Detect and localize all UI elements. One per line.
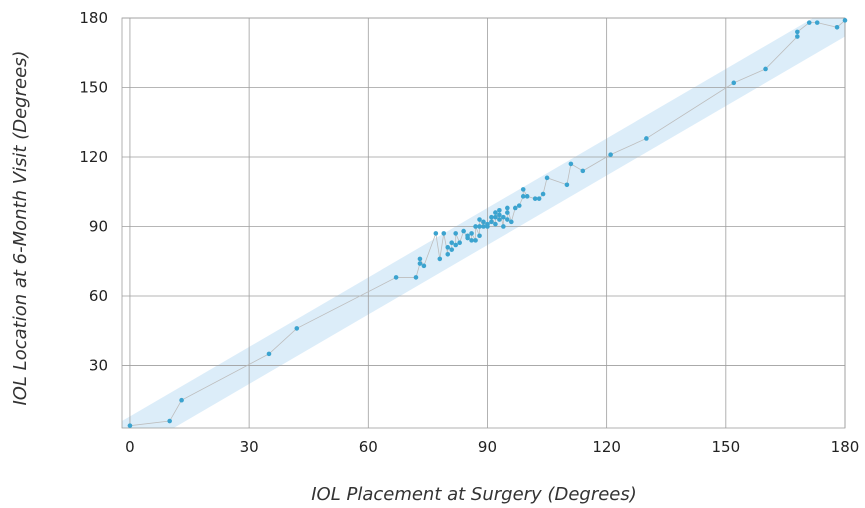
data-point [465, 233, 470, 239]
data-point [536, 196, 542, 201]
y-axis-ticks: 30 60 90 120 150 180 [79, 9, 108, 374]
data-point [417, 256, 423, 262]
data-point [441, 231, 447, 236]
y-tick-label: 30 [89, 356, 108, 374]
data-point [795, 29, 800, 35]
data-point [501, 224, 506, 229]
data-point [477, 233, 482, 239]
x-axis-ticks: 0 30 60 90 120 150 180 [125, 438, 859, 456]
data-point [473, 224, 478, 229]
data-point [493, 214, 498, 220]
data-point [814, 20, 820, 25]
data-point [520, 194, 526, 199]
data-point [568, 161, 574, 167]
data-point [493, 210, 498, 215]
connector-line [129, 20, 846, 427]
data-point [497, 217, 502, 222]
tolerance-band-area [122, 18, 845, 428]
x-tick-label: 120 [592, 438, 621, 456]
data-point [524, 194, 530, 199]
data-point [516, 203, 522, 208]
data-point [540, 191, 546, 197]
data-point [433, 231, 439, 236]
data-point [421, 263, 427, 269]
x-axis-title: IOL Placement at Surgery (Degrees) [311, 484, 637, 505]
data-point [473, 238, 478, 243]
y-tick-label: 150 [79, 78, 108, 96]
data-point [167, 418, 172, 424]
data-point [834, 24, 840, 30]
x-tick-label: 0 [125, 438, 135, 456]
x-tick-label: 150 [712, 438, 741, 456]
data-point [580, 168, 586, 174]
data-point [445, 251, 451, 257]
data-point [489, 214, 494, 220]
grid [121, 17, 846, 429]
data-point [453, 242, 458, 248]
x-tick-label: 90 [478, 438, 497, 456]
data-point [505, 205, 510, 211]
y-tick-label: 60 [89, 287, 108, 305]
data-point [179, 397, 184, 403]
data-point [437, 256, 443, 262]
y-tick-label: 90 [89, 217, 108, 235]
data-point [501, 214, 506, 220]
tolerance-band [122, 18, 845, 428]
data-point [457, 240, 462, 245]
data-point [842, 18, 848, 23]
data-point [489, 219, 494, 225]
data-point [509, 219, 514, 225]
data-point [532, 196, 538, 201]
x-tick-label: 180 [831, 438, 860, 456]
data-point [485, 221, 490, 227]
data-point [469, 231, 474, 236]
data-point [449, 240, 455, 245]
data-points [127, 18, 848, 428]
x-tick-label: 30 [240, 438, 259, 456]
data-point [266, 351, 272, 357]
data-point [477, 224, 482, 229]
data-point [477, 217, 482, 222]
data-point [445, 245, 451, 250]
data-point [453, 231, 458, 236]
data-point [393, 275, 399, 280]
data-point [481, 224, 486, 229]
data-point [512, 205, 518, 211]
data-point [127, 423, 133, 428]
data-point [417, 261, 423, 266]
data-point [564, 182, 570, 188]
data-point [505, 210, 510, 215]
data-point [449, 247, 455, 252]
data-point [731, 80, 737, 86]
data-point [469, 238, 474, 243]
data-point [497, 207, 502, 213]
data-point [795, 34, 800, 39]
data-point [493, 221, 498, 227]
plot-frame [121, 17, 846, 429]
data-point [763, 66, 768, 72]
data-point [497, 212, 502, 218]
connector-lines [129, 20, 846, 427]
data-point [461, 228, 466, 234]
data-point [413, 275, 419, 280]
data-point [544, 175, 550, 181]
y-axis-title: IOL Location at 6-Month Visit (Degrees) [10, 50, 31, 405]
data-point [505, 217, 510, 222]
y-tick-label: 180 [79, 9, 108, 27]
data-point [520, 187, 526, 192]
data-point [481, 219, 486, 225]
x-tick-label: 60 [359, 438, 378, 456]
data-point [294, 326, 300, 331]
data-point [644, 136, 649, 141]
data-point [608, 152, 613, 157]
data-point [806, 20, 812, 25]
y-tick-label: 120 [79, 148, 108, 166]
